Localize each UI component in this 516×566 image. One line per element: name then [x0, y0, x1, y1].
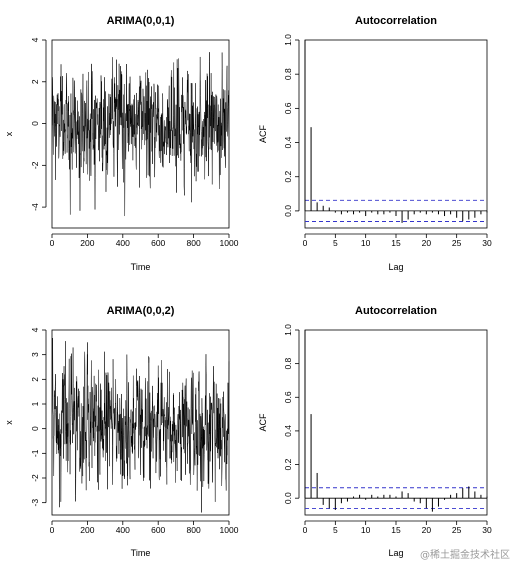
watermark: @稀土掘金技术社区	[420, 550, 510, 561]
y-tick-label: 3	[30, 352, 40, 357]
x-tick-label: 20	[422, 525, 432, 535]
x-axis-label: Lag	[388, 262, 403, 272]
chart-panel-3: ARIMA(0,0,2) Time x 0 200 400 600 800 1000 -3 -2 -1…	[4, 305, 239, 558]
y-axis-label: ACF	[258, 413, 268, 432]
y-axis-label: ACF	[258, 124, 268, 143]
y-tick-label: 0.6	[283, 391, 293, 403]
series-line	[51, 52, 230, 217]
x-tick-label: 0	[50, 525, 55, 535]
y-tick-label: 1.0	[283, 34, 293, 46]
plot-frame	[304, 329, 488, 516]
x-tick-label: 200	[80, 238, 94, 248]
x-tick-label: 10	[361, 238, 371, 248]
y-axis-label: x	[4, 420, 14, 425]
y-tick-label: 1	[30, 401, 40, 406]
x-tick-label: 15	[391, 525, 401, 535]
chart-title: ARIMA(0,0,1)	[107, 15, 175, 27]
y-tick-label: 2	[30, 79, 40, 84]
y-tick-label: -2	[30, 161, 40, 169]
y-axis-label: x	[4, 131, 14, 136]
x-tick-label: 800	[187, 525, 201, 535]
x-tick-label: 5	[333, 238, 338, 248]
y-tick-label: 0.2	[283, 171, 293, 183]
x-tick-label: 600	[151, 238, 165, 248]
x-axis-label: Time	[131, 262, 151, 272]
y-tick-label: 0.0	[283, 492, 293, 504]
x-tick-label: 0	[50, 238, 55, 248]
chart-panel-4: Autocorrelation Lag ACF 0 5 10 15 20 25 30 0.0 0.2 0…	[258, 305, 492, 558]
x-tick-label: 1000	[220, 525, 239, 535]
chart-title: ARIMA(0,0,2)	[107, 305, 175, 317]
x-tick-label: 30	[482, 525, 492, 535]
y-tick-label: -1	[30, 449, 40, 457]
x-tick-label: 1000	[220, 238, 239, 248]
x-axis-label: Time	[131, 548, 151, 558]
y-tick-label: 0.8	[283, 357, 293, 369]
y-tick-label: 0	[30, 426, 40, 431]
y-tick-label: 0.2	[283, 458, 293, 470]
x-axis-label: Lag	[388, 548, 403, 558]
x-tick-label: 5	[333, 525, 338, 535]
x-tick-label: 800	[187, 238, 201, 248]
x-tick-label: 400	[116, 238, 130, 248]
x-tick-label: 25	[452, 238, 462, 248]
chart-title: Autocorrelation	[355, 15, 437, 27]
x-tick-label: 0	[303, 238, 308, 248]
y-tick-label: 0.4	[283, 136, 293, 148]
y-tick-label: 0.6	[283, 102, 293, 114]
x-tick-label: 0	[303, 525, 308, 535]
y-tick-label: 0.4	[283, 425, 293, 437]
x-tick-label: 15	[391, 238, 401, 248]
x-tick-label: 600	[151, 525, 165, 535]
x-tick-label: 400	[116, 525, 130, 535]
chart-title: Autocorrelation	[355, 305, 437, 317]
y-tick-label: 0.0	[283, 205, 293, 217]
y-tick-label: 2	[30, 377, 40, 382]
x-tick-label: 30	[482, 238, 492, 248]
y-tick-label: -4	[30, 203, 40, 211]
y-tick-label: 4	[30, 37, 40, 42]
x-tick-label: 25	[452, 525, 462, 535]
chart-panel-1: ARIMA(0,0,1) Time x 0 200 400 600 800 1000 -4 -2 0 2…	[4, 15, 239, 272]
y-tick-label: 1.0	[283, 324, 293, 336]
series-line	[51, 338, 230, 513]
x-tick-label: 200	[80, 525, 94, 535]
plot-frame	[304, 39, 488, 229]
x-tick-label: 20	[422, 238, 432, 248]
y-tick-label: -3	[30, 499, 40, 507]
y-tick-label: 0.8	[283, 68, 293, 80]
y-tick-label: 4	[30, 327, 40, 332]
chart-panel-2: Autocorrelation Lag ACF 0 5 10 15 20 25 30 0.0 0.2 0…	[258, 15, 492, 272]
y-tick-label: -2	[30, 474, 40, 482]
x-tick-label: 10	[361, 525, 371, 535]
y-tick-label: 0	[30, 121, 40, 126]
